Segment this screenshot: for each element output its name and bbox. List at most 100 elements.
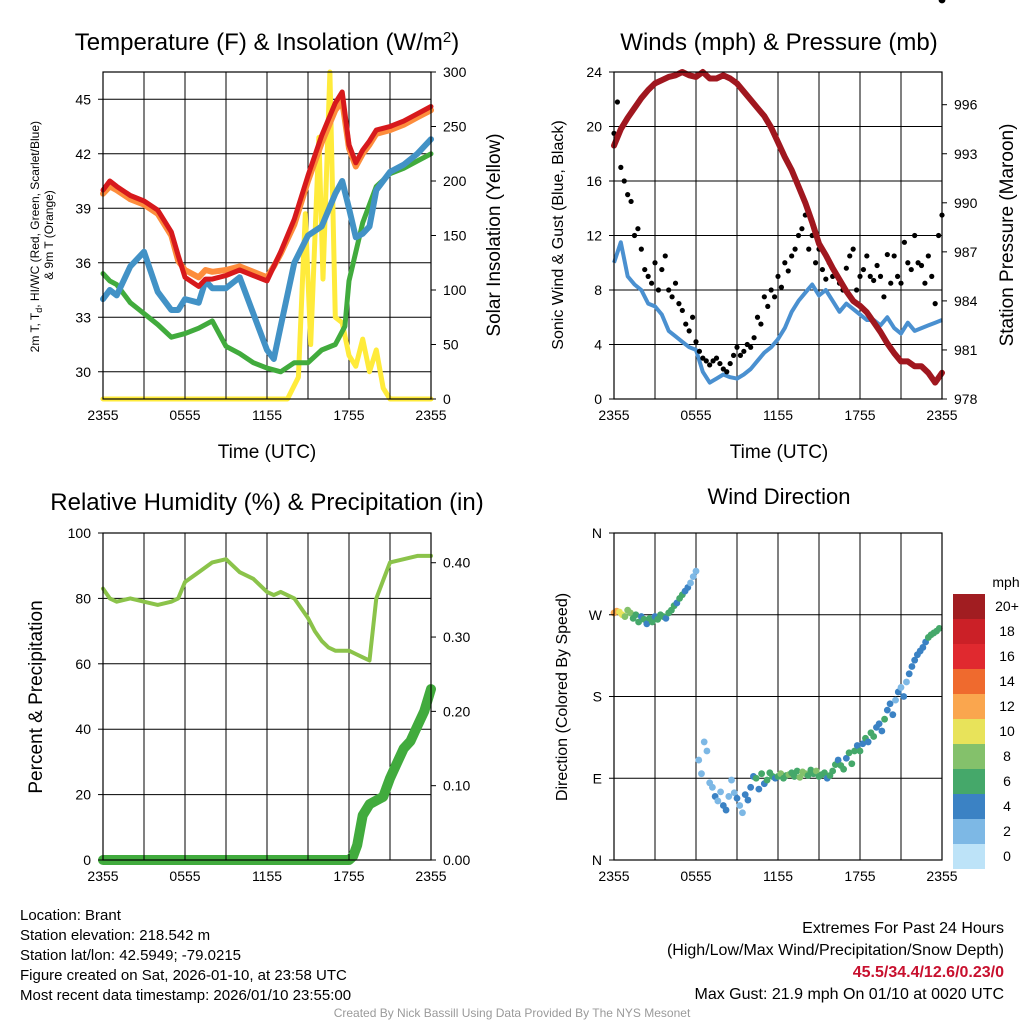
- gust-point: [908, 266, 914, 273]
- direction-point: [905, 670, 913, 678]
- gust-point: [707, 362, 713, 368]
- gust-point: [877, 273, 884, 279]
- gust-point: [758, 321, 764, 327]
- gust-point: [614, 99, 621, 105]
- temperature-series-2m-t: [100, 89, 434, 289]
- legend-label: 18: [999, 623, 1015, 639]
- humidity-xtick-label: 1155: [252, 868, 282, 884]
- insolation-y2tick-label: 150: [443, 228, 467, 244]
- gust-point: [724, 369, 730, 375]
- winds-ytick-label: 16: [586, 173, 602, 189]
- winds-xtick-label: 0555: [680, 407, 711, 423]
- direction-point: [741, 791, 749, 798]
- gust-point: [775, 273, 781, 279]
- recent-timestamp: Most recent data timestamp: 2026/01/10 2…: [20, 987, 352, 1004]
- winds-ytick-label: 20: [586, 119, 602, 135]
- gust-point: [847, 253, 853, 259]
- direction-point: [725, 793, 733, 800]
- humidity-ytick-label: 40: [75, 721, 91, 737]
- humidity-xtick-label: 1755: [333, 868, 364, 884]
- gust-point: [666, 287, 672, 293]
- gust-point: [850, 246, 856, 252]
- gust-point: [672, 280, 679, 286]
- temperature-title: Temperature (F) & Insolation (W/m2): [75, 29, 459, 57]
- direction-point: [883, 706, 891, 714]
- direction-xtick-label: 1155: [763, 868, 793, 884]
- direction-point: [703, 747, 711, 755]
- direction-point: [722, 806, 730, 814]
- gust-point: [618, 164, 624, 170]
- direction-point: [758, 770, 765, 778]
- direction-point: [892, 696, 899, 704]
- legend-label: 20+: [995, 598, 1019, 614]
- gust-point: [922, 280, 928, 286]
- direction-point: [859, 740, 867, 748]
- precip-y2tick-label: 0.10: [443, 778, 470, 794]
- direction-point: [864, 738, 872, 746]
- gust-point: [741, 348, 747, 354]
- gust-point: [925, 253, 931, 259]
- station-elevation: Station elevation: 218.542 m: [20, 927, 211, 944]
- direction-point: [886, 700, 894, 708]
- gust-point: [935, 232, 942, 239]
- temperature-xtick-label: 1155: [252, 407, 282, 423]
- humidity-ytick-label: 80: [75, 590, 91, 606]
- extremes-values: 45.5/34.4/12.6/0.23/0: [852, 964, 1004, 981]
- direction-point: [903, 678, 910, 686]
- humidity-ytick-label: 0: [83, 852, 91, 868]
- insolation-ylabel: Solar Insolation (Yellow): [484, 133, 505, 336]
- legend-swatch: [953, 844, 985, 869]
- gust-point: [635, 226, 641, 232]
- gust-point: [621, 178, 627, 184]
- direction-point: [698, 770, 705, 778]
- direction-point: [763, 776, 771, 784]
- humidity-panel: Relative Humidity (%) & Precipitation (i…: [26, 489, 484, 884]
- humidity-ytick-label: 60: [75, 656, 91, 672]
- humidity-xtick-label: 0555: [169, 868, 200, 884]
- gust-point: [696, 348, 703, 354]
- gust-point: [871, 277, 877, 284]
- winds-series-pressure: [611, 69, 945, 386]
- winds-title: Winds (mph) & Pressure (mb): [620, 29, 937, 56]
- direction-point: [627, 609, 634, 617]
- pressure-y2tick-label: 978: [954, 391, 978, 407]
- legend-swatch: [953, 719, 985, 744]
- max-gust: Max Gust: 21.9 mph On 01/10 at 0020 UTC: [694, 986, 1005, 1003]
- direction-point: [829, 767, 837, 775]
- temperature-xtick-label: 1755: [333, 407, 364, 423]
- gust-point: [737, 352, 744, 358]
- direction-point: [875, 720, 883, 728]
- direction-point: [919, 644, 927, 651]
- gust-point: [806, 246, 812, 252]
- gust-point: [932, 301, 938, 307]
- legend-label: 4: [1003, 798, 1011, 814]
- temperature-ytick-label: 33: [75, 309, 91, 325]
- direction-point: [744, 796, 752, 804]
- direction-point: [793, 767, 801, 775]
- winds-xtick-label: 1155: [763, 407, 793, 423]
- direction-point: [791, 773, 798, 780]
- winds-panel: Winds (mph) & Pressure (mb) 2355 0555 1155…: [550, 29, 1018, 463]
- precip-y2tick-label: 0.20: [443, 703, 470, 719]
- pressure-y2tick-label: 987: [954, 244, 978, 260]
- gust-point: [734, 344, 740, 350]
- direction-point: [700, 738, 708, 746]
- figure-created: Figure created on Sat, 2026-01-10, at 23…: [20, 967, 347, 984]
- legend-swatch: [953, 644, 985, 669]
- gust-point: [853, 287, 860, 293]
- temperature-xtick-label: 2355: [415, 407, 446, 423]
- extremes-title: Extremes For Past 24 Hours: [802, 920, 1004, 937]
- gust-point: [638, 246, 644, 252]
- gust-point: [631, 232, 638, 239]
- insolation-y2tick-label: 0: [443, 391, 451, 407]
- direction-point: [752, 774, 760, 782]
- direction-point: [689, 573, 697, 580]
- temperature-ylabel: 2m T, Td, HI/WC (Red, Green, Scarlet/Blu…: [28, 118, 56, 353]
- insolation-y2tick-label: 200: [443, 173, 467, 189]
- legend-swatch: [953, 819, 985, 844]
- winds-ytick-label: 24: [586, 64, 602, 80]
- gust-point: [751, 335, 757, 341]
- gust-point: [901, 239, 908, 245]
- direction-point: [842, 754, 850, 762]
